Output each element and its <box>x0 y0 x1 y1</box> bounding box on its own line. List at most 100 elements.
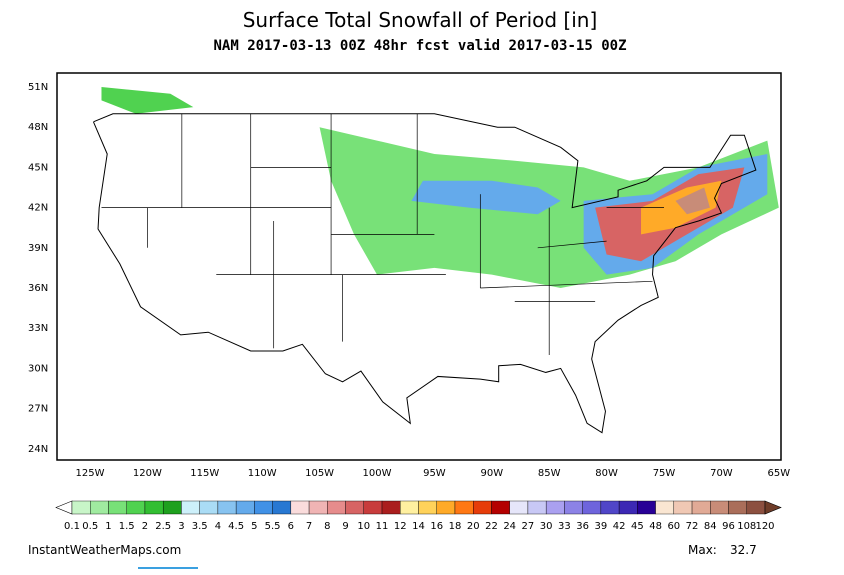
colorbar-label: 22 <box>485 521 498 532</box>
colorbar-label: 5.5 <box>265 521 281 532</box>
colorbar-swatch <box>637 500 656 515</box>
colorbar-swatch <box>454 500 474 515</box>
colorbar-swatch <box>235 500 255 515</box>
title: Surface Total Snowfall of Period [in] <box>243 8 598 32</box>
colorbar-label: 5 <box>251 521 257 532</box>
lon-label: 105W <box>305 468 334 479</box>
lat-label: 42N <box>28 203 48 214</box>
colorbar-label: 30 <box>540 521 553 532</box>
lat-label: 24N <box>28 444 48 455</box>
lat-label: 39N <box>28 243 48 254</box>
colorbar-swatch <box>126 500 146 515</box>
colorbar-label: 11 <box>376 521 389 532</box>
coastline <box>92 113 757 434</box>
state-line <box>537 240 607 249</box>
colorbar-label: 1.5 <box>119 521 135 532</box>
colorbar-label: 60 <box>667 521 680 532</box>
max-value: 32.7 <box>730 543 757 557</box>
colorbar-label: 4 <box>215 521 221 532</box>
colorbar-label: 6 <box>288 521 294 532</box>
colorbar-label: 48 <box>649 521 662 532</box>
colorbar-swatch <box>582 500 602 515</box>
lon-label: 70W <box>710 468 733 479</box>
colorbar-over <box>764 500 782 515</box>
colorbar-label: 45 <box>631 521 644 532</box>
colorbar-label: 2.5 <box>155 521 171 532</box>
colorbar-swatch <box>710 500 729 515</box>
colorbar-swatch <box>108 500 127 515</box>
colorbar-swatch <box>728 500 747 515</box>
colorbar-swatch <box>290 500 310 515</box>
underline <box>138 567 198 569</box>
colorbar-swatch <box>181 500 200 515</box>
colorbar-swatch <box>90 500 109 515</box>
colorbar-swatch <box>491 500 510 515</box>
lat-label: 45N <box>28 162 48 173</box>
colorbar-swatch <box>655 500 675 515</box>
colorbar-swatch <box>473 500 492 515</box>
colorbar-swatch <box>199 500 219 515</box>
lat-label: 30N <box>28 363 48 374</box>
colorbar-label: 84 <box>704 521 717 532</box>
lat-label: 51N <box>28 82 48 93</box>
colorbar-label: 14 <box>412 521 425 532</box>
lon-label: 80W <box>595 468 618 479</box>
colorbar-swatch <box>162 500 182 515</box>
colorbar-swatch <box>600 500 620 515</box>
lon-label: 75W <box>653 468 676 479</box>
colorbar-label: 3 <box>178 521 184 532</box>
colorbar-swatch <box>509 500 529 515</box>
colorbar-swatch <box>272 500 292 515</box>
colorbar-label: 120 <box>755 521 774 532</box>
colorbar-label: 72 <box>686 521 699 532</box>
colorbar-label: 0.5 <box>82 521 98 532</box>
colorbar: 0.1 0.5 1 1.5 2 2.5 3 3.5 4 4.5 5 5.5 6 7 8 9 10 11 12 14 16… <box>55 500 782 532</box>
colorbar-swatch <box>363 500 383 515</box>
colorbar-under <box>55 500 73 515</box>
colorbar-swatch <box>746 500 766 515</box>
colorbar-swatch <box>673 500 693 515</box>
colorbar-label: 16 <box>430 521 443 532</box>
colorbar-label: 27 <box>522 521 535 532</box>
colorbar-label: 4.5 <box>228 521 244 532</box>
colorbar-label: 12 <box>394 521 407 532</box>
map <box>92 87 779 434</box>
subtitle: NAM 2017-03-13 00Z 48hr fcst valid 2017-… <box>213 38 626 54</box>
colorbar-label: 8 <box>324 521 330 532</box>
lon-label: 110W <box>248 468 277 479</box>
lon-label: 125W <box>76 468 105 479</box>
colorbar-swatch <box>691 500 711 515</box>
colorbar-label: 20 <box>467 521 480 532</box>
lon-label: 65W <box>767 468 790 479</box>
colorbar-label: 24 <box>503 521 516 532</box>
colorbar-swatch <box>436 500 456 515</box>
lat-label: 27N <box>28 404 48 415</box>
colorbar-swatch <box>144 500 164 515</box>
max-label: Max: <box>688 543 717 557</box>
colorbar-swatch <box>618 500 638 515</box>
lon-label: 120W <box>133 468 162 479</box>
colorbar-label: 7 <box>306 521 312 532</box>
colorbar-label: 10 <box>357 521 370 532</box>
colorbar-label: 96 <box>722 521 735 532</box>
colorbar-swatch <box>527 500 547 515</box>
lon-label: 100W <box>363 468 392 479</box>
lat-label: 36N <box>28 283 48 294</box>
snow-area <box>411 180 561 215</box>
lon-label: 85W <box>538 468 561 479</box>
colorbar-label: 36 <box>576 521 589 532</box>
lat-label: 33N <box>28 323 48 334</box>
colorbar-label: 0.1 <box>64 521 80 532</box>
colorbar-label: 1 <box>105 521 111 532</box>
colorbar-swatch <box>418 500 437 515</box>
colorbar-swatch <box>381 500 401 515</box>
colorbar-label: 33 <box>558 521 571 532</box>
colorbar-swatch <box>254 500 273 515</box>
lon-label: 115W <box>190 468 219 479</box>
lat-label: 48N <box>28 122 48 133</box>
snow-area <box>675 187 710 215</box>
colorbar-label: 39 <box>595 521 608 532</box>
lon-label: 95W <box>423 468 446 479</box>
snow-area <box>101 87 194 114</box>
